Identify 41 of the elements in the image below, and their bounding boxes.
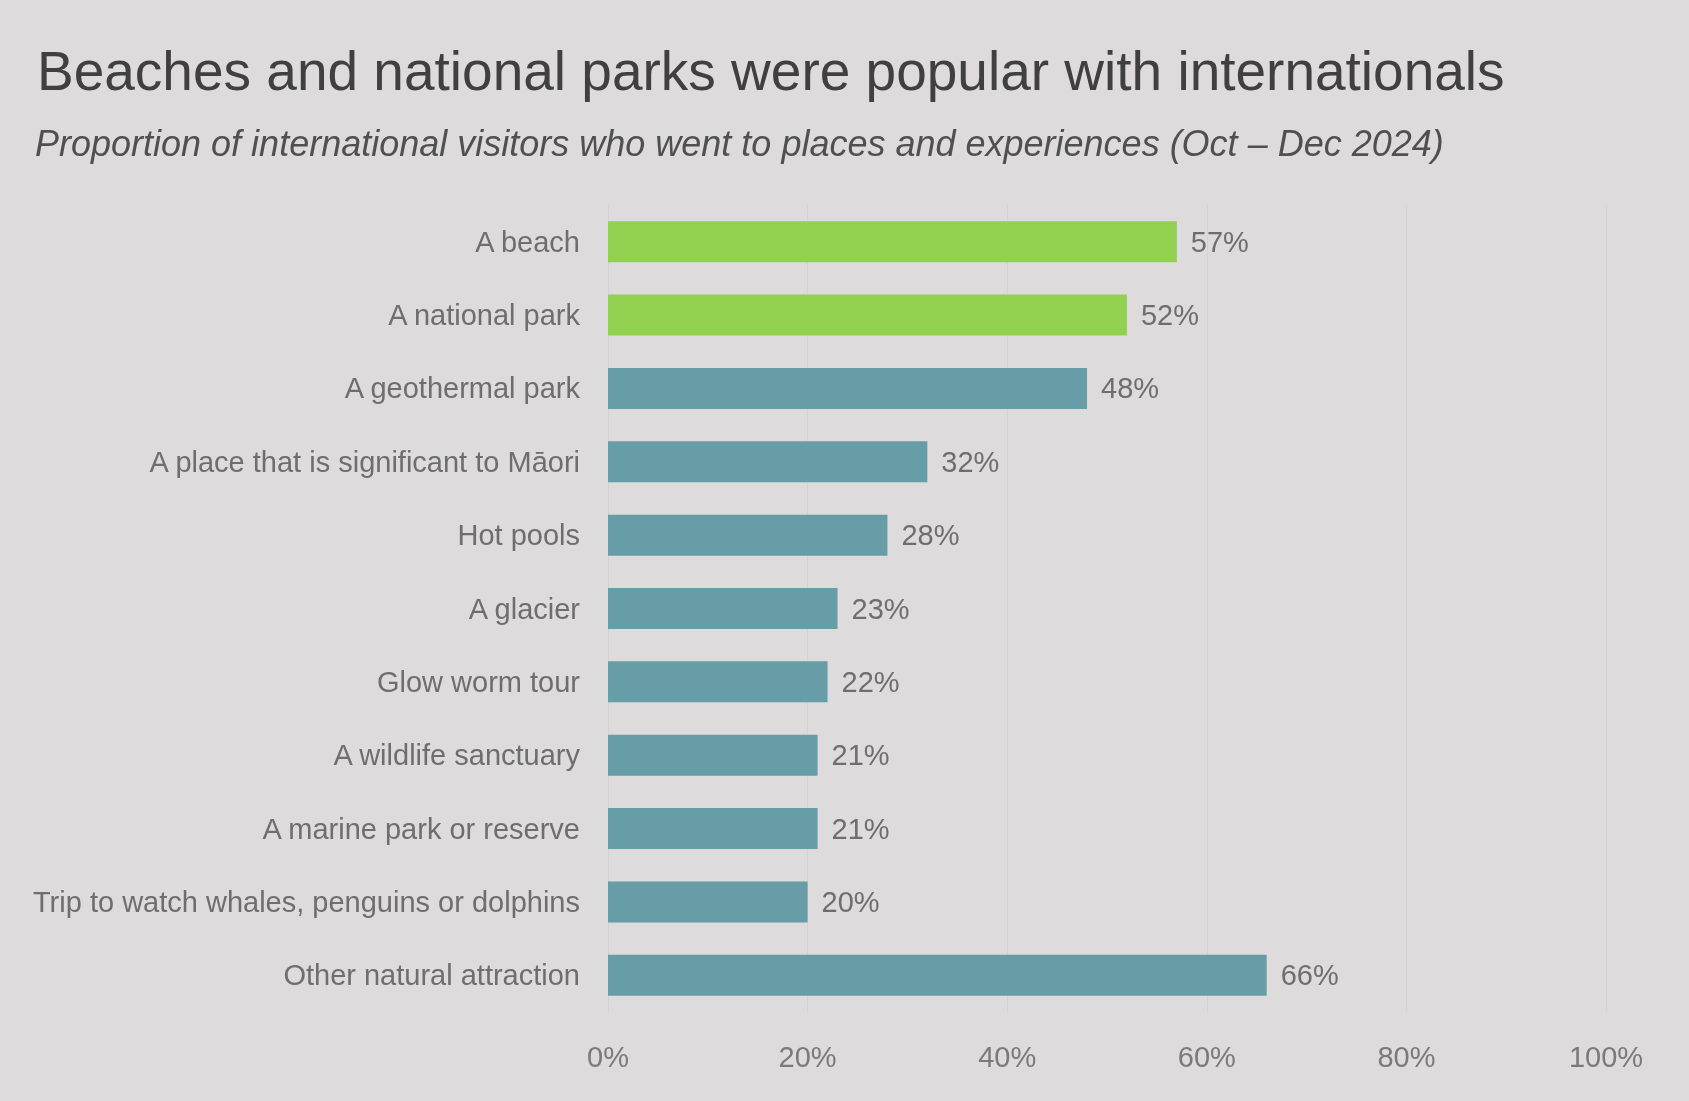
y-tick-label: A geothermal park bbox=[344, 372, 581, 405]
chart-subtitle: Proportion of international visitors who went to places and experiences (Oct – Dec 2024) bbox=[35, 122, 1444, 164]
bar bbox=[608, 441, 928, 483]
bar bbox=[608, 808, 818, 850]
data-label: 21% bbox=[831, 812, 890, 845]
data-label: 52% bbox=[1140, 299, 1200, 332]
bar bbox=[608, 294, 1127, 336]
data-label: 57% bbox=[1190, 225, 1249, 258]
chart-title: Beaches and national parks were popular with internationals bbox=[37, 39, 1505, 102]
x-tick-label: 80% bbox=[1377, 1040, 1436, 1073]
data-label: 28% bbox=[901, 519, 960, 552]
y-tick-label: Other natural attraction bbox=[283, 959, 580, 992]
data-label: 20% bbox=[821, 885, 880, 918]
y-tick-label: Hot pools bbox=[457, 519, 580, 552]
x-tick-label: 40% bbox=[978, 1040, 1037, 1073]
y-tick-label: Trip to watch whales, penguins or dolphins bbox=[32, 885, 580, 918]
data-label: 23% bbox=[851, 592, 910, 625]
y-tick-label: A glacier bbox=[468, 592, 581, 625]
bar bbox=[608, 661, 828, 703]
data-label: 66% bbox=[1280, 959, 1339, 992]
data-label: 32% bbox=[941, 445, 1000, 478]
y-tick-label: A marine park or reserve bbox=[262, 812, 580, 845]
x-tick-label: 60% bbox=[1177, 1040, 1236, 1073]
bar bbox=[608, 881, 808, 923]
y-tick-label: A wildlife sanctuary bbox=[333, 739, 581, 772]
y-tick-label: A beach bbox=[475, 225, 580, 258]
y-tick-label: Glow worm tour bbox=[376, 665, 581, 698]
bar bbox=[608, 514, 888, 556]
bar bbox=[608, 734, 818, 776]
bar bbox=[608, 221, 1177, 263]
y-tick-label: A national park bbox=[388, 299, 581, 332]
x-tick-label: 0% bbox=[587, 1040, 629, 1073]
bar bbox=[608, 954, 1267, 996]
data-label: 48% bbox=[1101, 372, 1160, 405]
x-tick-label: 100% bbox=[1568, 1040, 1644, 1073]
bar bbox=[608, 588, 838, 629]
data-label: 21% bbox=[831, 739, 890, 772]
x-tick-label: 20% bbox=[778, 1040, 837, 1073]
bar bbox=[608, 367, 1088, 409]
y-tick-label: A place that is significant to Māori bbox=[149, 445, 580, 478]
data-label: 22% bbox=[841, 665, 900, 698]
